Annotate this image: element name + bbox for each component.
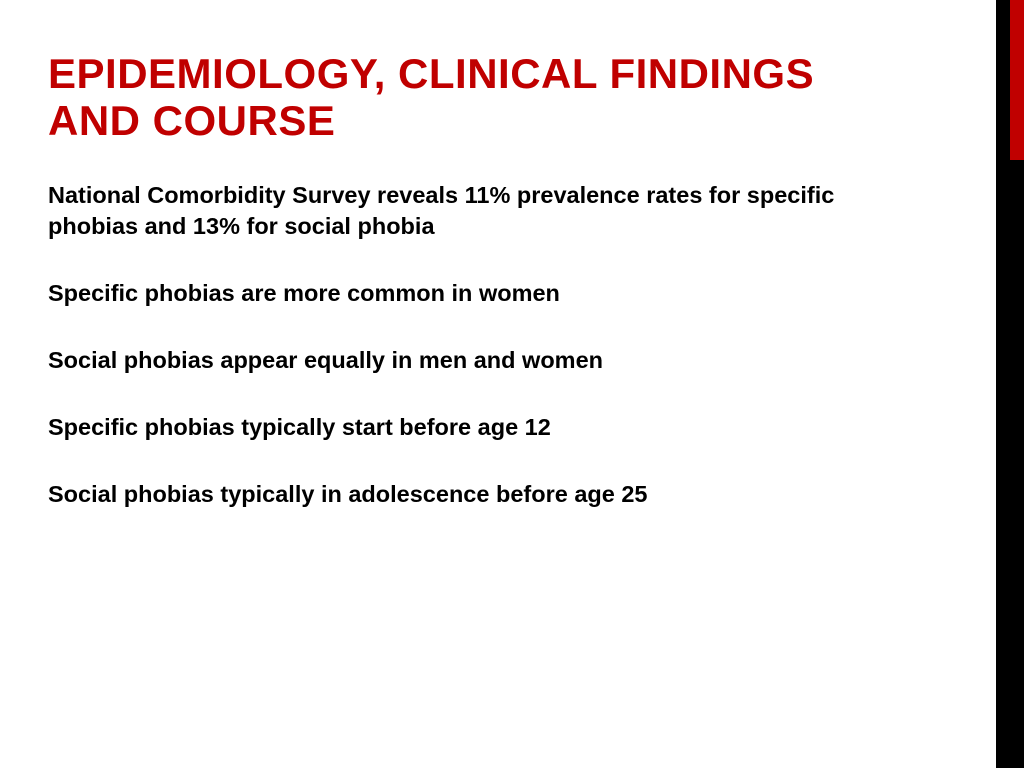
slide-title: EPIDEMIOLOGY, CLINICAL FINDINGS AND COUR… bbox=[48, 50, 898, 144]
body-paragraph: National Comorbidity Survey reveals 11% … bbox=[48, 180, 918, 242]
body-paragraph: Specific phobias typically start before … bbox=[48, 412, 918, 443]
slide-body: National Comorbidity Survey reveals 11% … bbox=[48, 180, 918, 546]
body-paragraph: Specific phobias are more common in wome… bbox=[48, 278, 918, 309]
accent-bar-red bbox=[1010, 0, 1024, 160]
body-paragraph: Social phobias typically in adolescence … bbox=[48, 479, 918, 510]
slide: EPIDEMIOLOGY, CLINICAL FINDINGS AND COUR… bbox=[0, 0, 1024, 768]
body-paragraph: Social phobias appear equally in men and… bbox=[48, 345, 918, 376]
